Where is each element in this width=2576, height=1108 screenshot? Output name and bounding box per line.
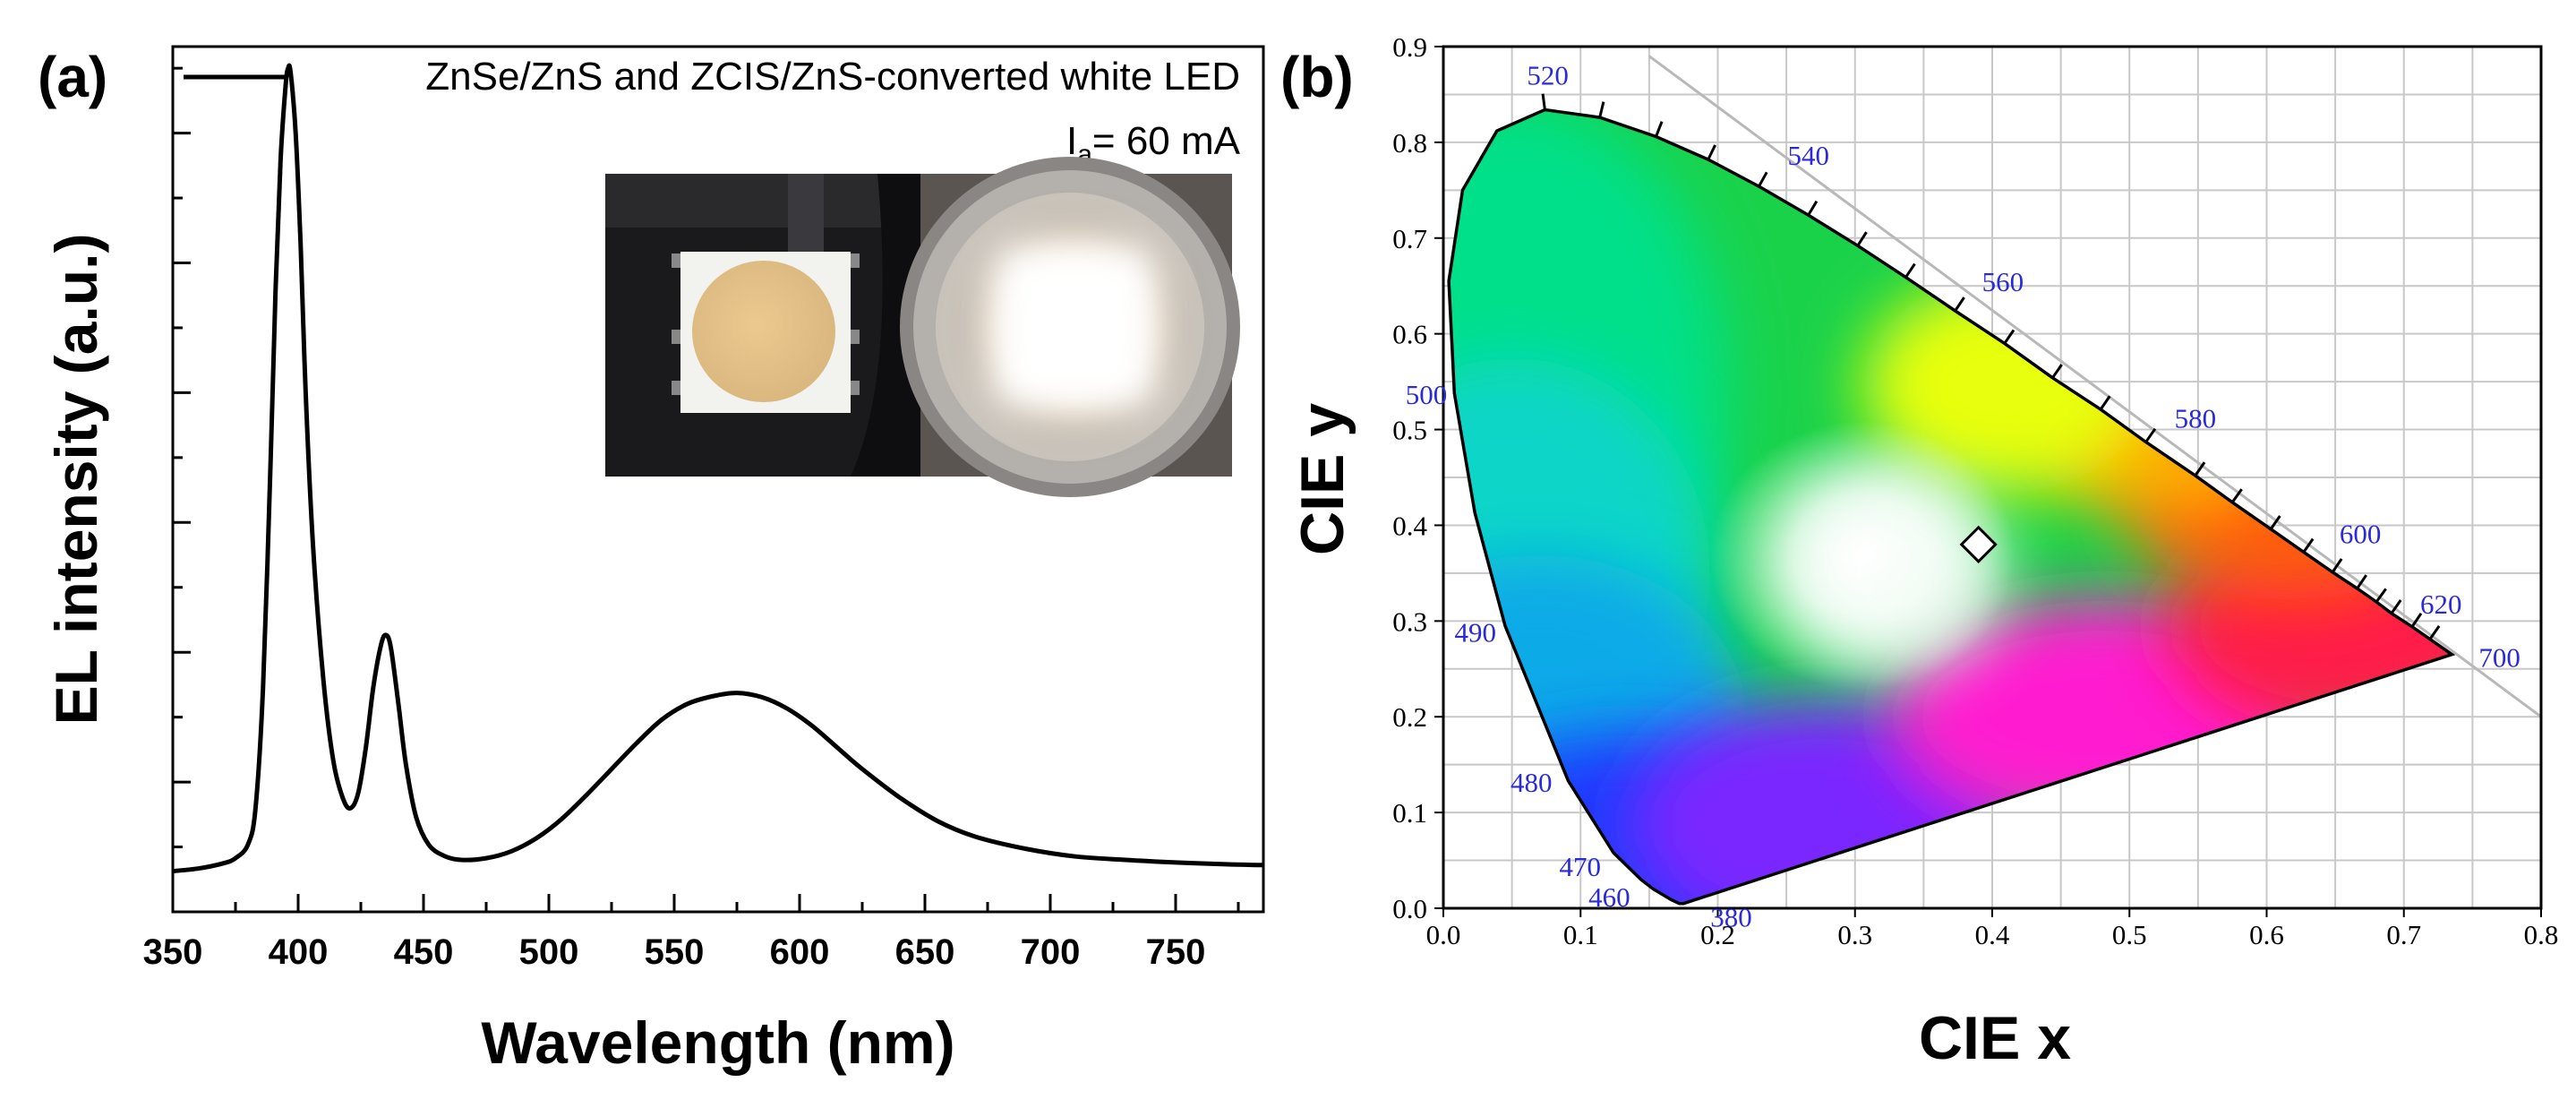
panel-b-label: (b) (1280, 45, 1354, 109)
locus-tick (1807, 200, 1819, 216)
locus-tick (1954, 296, 1965, 312)
x-tick-label-700: 700 (1021, 932, 1081, 972)
current-annotation: Ia= 60 mA (1066, 119, 1241, 169)
locus-tick (2194, 461, 2206, 477)
cie-y-tick-label-0.9: 0.9 (1392, 31, 1427, 63)
wavelength-label-460: 460 (1588, 881, 1630, 913)
cie-x-tick-label-0.8: 0.8 (2524, 919, 2559, 950)
cie-planckian-guide-line (1647, 55, 2541, 718)
locus-tick (1904, 262, 1916, 279)
cie-y-tick-label-0.5: 0.5 (1392, 415, 1427, 446)
current-symbol: I (1066, 119, 1077, 163)
locus-tick (2375, 588, 2387, 603)
wavelength-label-620: 620 (2420, 588, 2462, 620)
panel-b-y-ticks: 0.0 0.1 0.2 0.3 0.4 0.5 0.6 0.7 0.8 0.9 (1392, 31, 1443, 924)
cie-y-tick-label-0.6: 0.6 (1392, 319, 1427, 350)
locus-tick (2144, 427, 2157, 443)
panel-a-y-axis-title: EL intensity (a.u.) (43, 234, 109, 726)
spectrum-line (172, 63, 1264, 874)
panel-a-x-tick-labels: 350 400 450 500 550 600 650 700 750 (143, 932, 1206, 972)
wavelength-label-500: 500 (1406, 379, 1448, 410)
cie-x-tick-label-0.6: 0.6 (2249, 919, 2284, 950)
cie-y-tick-label-0.1: 0.1 (1392, 797, 1427, 829)
cie-x-tick-label-0.2: 0.2 (1700, 919, 1735, 950)
wavelength-label-470: 470 (1560, 851, 1602, 882)
panel-a-y-ticks (173, 66, 191, 849)
x-tick-label-650: 650 (895, 932, 955, 972)
wavelength-label-700: 700 (2478, 642, 2520, 674)
panel-a-label: (a) (38, 45, 107, 109)
cie-x-tick-label-0.1: 0.1 (1563, 919, 1598, 950)
led-photo-inset (605, 157, 1240, 497)
x-tick-label-350: 350 (143, 932, 203, 972)
wavelength-label-560: 560 (1982, 266, 2024, 297)
x-tick-label-750: 750 (1146, 932, 1206, 972)
cie-x-tick-label-0.4: 0.4 (1975, 919, 2010, 950)
spectral-locus (1447, 107, 2456, 906)
locus-tick (2051, 364, 2063, 379)
cie-y-tick-label-0.3: 0.3 (1392, 606, 1427, 637)
locus-tick (1598, 101, 1605, 118)
wavelength-label-520: 520 (1527, 60, 1569, 91)
panel-b-x-axis-title: CIE x (1919, 1004, 2071, 1072)
locus-tick (2269, 515, 2281, 530)
locus-tick (1758, 171, 1768, 187)
wavelength-label-480: 480 (1511, 767, 1553, 798)
cie-y-tick-label-0.8: 0.8 (1392, 127, 1427, 159)
locus-tick (2356, 574, 2367, 589)
cie-y-tick-label-0.7: 0.7 (1392, 223, 1427, 254)
locus-tick (2230, 488, 2243, 503)
spectral-locus-ticks (1541, 93, 2441, 640)
cie-x-tick-label-0.3: 0.3 (1837, 919, 1872, 950)
wavelength-label-540: 540 (1787, 140, 1829, 171)
panel-b-y-axis-title: CIE y (1288, 403, 1356, 555)
locus-tick (1707, 144, 1716, 160)
locus-tick (2331, 558, 2343, 573)
panel-a-x-axis-title: Wavelength (nm) (481, 1009, 954, 1076)
cie-x-tick-label-0.0: 0.0 (1426, 919, 1461, 950)
panel-a-x-ticks (171, 894, 1240, 912)
wavelength-label-600: 600 (2340, 518, 2382, 549)
panel-b-x-ticks: 0.0 0.1 0.2 0.3 0.4 0.5 0.6 0.7 0.8 (1426, 908, 2559, 950)
locus-tick (2099, 395, 2111, 410)
locus-tick (1541, 93, 1546, 110)
locus-tick (2428, 625, 2441, 640)
locus-tick (2410, 612, 2423, 628)
locus-tick (2003, 329, 2015, 345)
led-chromaticity-point (1959, 525, 1998, 563)
panel-a: (a) ZnSe/ZnS and ZCIS/ZnS-converted whit… (38, 45, 1265, 1076)
wavelength-label-380: 380 (1710, 902, 1752, 933)
cie-x-tick-label-0.5: 0.5 (2112, 919, 2147, 950)
cie-y-tick-label-0.0: 0.0 (1392, 893, 1427, 924)
x-tick-label-550: 550 (645, 932, 705, 972)
cie-y-tick-label-0.2: 0.2 (1392, 701, 1427, 733)
x-tick-label-400: 400 (269, 932, 329, 972)
locus-tick (1856, 231, 1868, 247)
wavelength-label-580: 580 (2175, 402, 2217, 434)
x-tick-label-600: 600 (770, 932, 830, 972)
panel-a-axes-frame (171, 45, 1265, 914)
panel-b: (b) 0.0 0.1 0.2 0.3 0.4 0.5 0.6 0.7 0.8 0.00.10.… (1280, 31, 2558, 1072)
phosphor-pad (692, 261, 835, 402)
x-tick-label-450: 450 (394, 932, 454, 972)
current-value: = 60 mA (1092, 119, 1241, 163)
legend-entry: ZnSe/ZnS and ZCIS/ZnS-converted white LE… (425, 55, 1240, 99)
x-tick-label-500: 500 (519, 932, 579, 972)
wavelength-label-490: 490 (1454, 617, 1496, 648)
locus-tick (1655, 121, 1664, 138)
locus-tick (2302, 537, 2315, 554)
cie-x-tick-label-0.7: 0.7 (2386, 919, 2421, 950)
locus-tick (2390, 599, 2402, 614)
cie-y-tick-label-0.4: 0.4 (1392, 510, 1427, 541)
